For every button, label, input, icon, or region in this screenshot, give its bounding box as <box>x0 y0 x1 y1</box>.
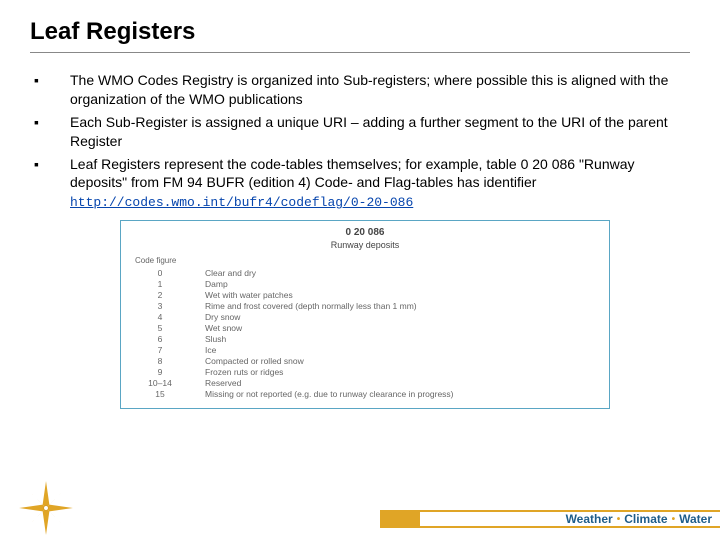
cell-desc: Frozen ruts or ridges <box>205 367 595 378</box>
cell-code: 7 <box>135 345 205 356</box>
table-body: 0Clear and dry1Damp2Wet with water patch… <box>135 268 595 400</box>
table-row: 10–14Reserved <box>135 378 595 389</box>
cell-desc: Wet snow <box>205 323 595 334</box>
footer-tagline: Weather • Climate • Water <box>420 510 720 528</box>
uri-link[interactable]: http://codes.wmo.int/bufr4/codeflag/0-20… <box>70 195 413 210</box>
code-table-container: 0 20 086 Runway deposits Code figure 0Cl… <box>120 220 610 409</box>
cell-code: 1 <box>135 279 205 290</box>
table-row: 7Ice <box>135 345 595 356</box>
dot-icon: • <box>617 514 621 525</box>
tagline-word: Climate <box>624 512 667 526</box>
cell-code: 0 <box>135 268 205 279</box>
footer-accent <box>380 510 420 528</box>
col-header-desc <box>205 256 595 268</box>
table-row: 0Clear and dry <box>135 268 595 279</box>
footer-bar: Weather • Climate • Water <box>380 510 720 528</box>
dot-icon: • <box>672 514 676 525</box>
cell-code: 15 <box>135 389 205 400</box>
bullet-text: Leaf Registers represent the code-tables… <box>70 155 690 212</box>
table-row: 8Compacted or rolled snow <box>135 356 595 367</box>
table-row: 5Wet snow <box>135 323 595 334</box>
code-table-box: 0 20 086 Runway deposits Code figure 0Cl… <box>120 220 610 409</box>
table-row: 6Slush <box>135 334 595 345</box>
bullet-text: Each Sub-Register is assigned a unique U… <box>70 113 690 151</box>
table-row: 4Dry snow <box>135 312 595 323</box>
cell-desc: Rime and frost covered (depth normally l… <box>205 301 595 312</box>
table-code: 0 20 086 <box>135 227 595 238</box>
title-rule <box>30 52 690 53</box>
cell-desc: Wet with water patches <box>205 290 595 301</box>
cell-desc: Clear and dry <box>205 268 595 279</box>
cell-desc: Missing or not reported (e.g. due to run… <box>205 389 595 400</box>
cell-code: 5 <box>135 323 205 334</box>
cell-code: 8 <box>135 356 205 367</box>
col-header-code: Code figure <box>135 256 205 268</box>
bullet-text-span: Leaf Registers represent the code-tables… <box>70 156 635 191</box>
cell-code: 9 <box>135 367 205 378</box>
table-row: 3Rime and frost covered (depth normally … <box>135 301 595 312</box>
table-row: 1Damp <box>135 279 595 290</box>
code-table: Code figure 0Clear and dry1Damp2Wet with… <box>135 256 595 400</box>
table-row: 2Wet with water patches <box>135 290 595 301</box>
bullet-icon: ▪ <box>30 155 70 212</box>
cell-desc: Slush <box>205 334 595 345</box>
bullet-text: The WMO Codes Registry is organized into… <box>70 71 690 109</box>
table-name: Runway deposits <box>135 240 595 250</box>
cell-desc: Reserved <box>205 378 595 389</box>
cell-desc: Dry snow <box>205 312 595 323</box>
bullet-list: ▪ The WMO Codes Registry is organized in… <box>30 71 690 212</box>
bullet-icon: ▪ <box>30 71 70 109</box>
table-row: 9Frozen ruts or ridges <box>135 367 595 378</box>
page-title: Leaf Registers <box>30 18 690 46</box>
cell-code: 6 <box>135 334 205 345</box>
compass-icon <box>18 480 74 536</box>
cell-desc: Damp <box>205 279 595 290</box>
cell-desc: Compacted or rolled snow <box>205 356 595 367</box>
table-row: 15Missing or not reported (e.g. due to r… <box>135 389 595 400</box>
cell-code: 3 <box>135 301 205 312</box>
tagline-word: Water <box>679 512 712 526</box>
list-item: ▪ The WMO Codes Registry is organized in… <box>30 71 690 109</box>
cell-code: 2 <box>135 290 205 301</box>
cell-code: 4 <box>135 312 205 323</box>
list-item: ▪ Leaf Registers represent the code-tabl… <box>30 155 690 212</box>
bullet-icon: ▪ <box>30 113 70 151</box>
footer: Weather • Climate • Water <box>0 494 720 540</box>
slide: Leaf Registers ▪ The WMO Codes Registry … <box>0 0 720 540</box>
tagline-word: Weather <box>566 512 613 526</box>
cell-code: 10–14 <box>135 378 205 389</box>
cell-desc: Ice <box>205 345 595 356</box>
list-item: ▪ Each Sub-Register is assigned a unique… <box>30 113 690 151</box>
